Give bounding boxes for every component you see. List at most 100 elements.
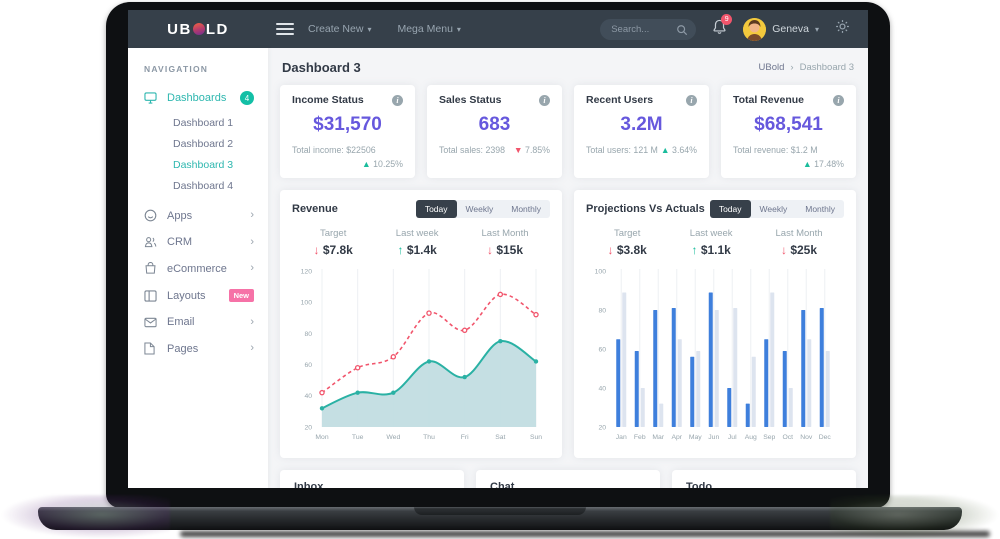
svg-text:60: 60 [304,362,312,369]
caret-down-icon: ▾ [367,25,372,34]
menu-toggle-icon[interactable] [276,20,294,38]
sidebar-item-apps[interactable]: Apps › [128,202,268,229]
breadcrumb-parent[interactable]: UBold [758,62,785,73]
users-icon [144,236,158,248]
stat-label: Last Month [481,228,529,239]
user-name: Geneva [772,23,809,35]
svg-text:Apr: Apr [671,434,682,441]
stat-value: $3.8k [616,243,647,257]
stat-label: Last week [689,228,733,239]
logo-text-prefix: UB [167,20,192,38]
sidebar-item-label: eCommerce [167,262,227,275]
trend-arrow-icon: ▲ [660,145,670,155]
stat-label: Last week [395,228,439,239]
monthly-button[interactable]: Monthly [502,200,550,218]
revenue-chart-card: Revenue Today Weekly Monthly Target ↓ $7.… [280,190,562,458]
sidebar-item-email[interactable]: Email › [128,309,268,335]
user-menu[interactable]: Geneva ▾ [743,17,819,41]
trend-value: 10.25% [373,159,403,170]
stat-value: $68,541 [754,114,823,135]
logo-o-icon [192,23,205,35]
svg-text:80: 80 [304,331,312,338]
card-title: Todo [686,481,713,488]
trend-value: 3.64% [672,145,697,155]
info-icon[interactable] [686,94,697,106]
svg-text:Wed: Wed [386,434,400,441]
info-icon[interactable] [539,94,550,106]
chart-title: Revenue [292,203,338,215]
sidebar-item-dashboard-1[interactable]: Dashboard 1 [173,116,234,129]
info-icon[interactable] [392,94,403,106]
sidebar-item-dashboard-4[interactable]: Dashboard 4 [173,179,234,192]
search-box [600,18,697,41]
sidebar-item-label: Dashboards [167,92,227,104]
dashboards-count-badge: 4 [240,91,254,105]
sidebar-item-dashboard-3[interactable]: Dashboard 3 [173,158,234,171]
trend-arrow-icon: ↓ [313,243,320,257]
sidebar-item-crm[interactable]: CRM › [128,229,268,255]
stat-value: $1.4k [406,243,437,257]
svg-text:Jul: Jul [728,434,737,441]
search-input[interactable] [600,18,697,40]
cart-icon [144,262,158,275]
svg-text:100: 100 [595,268,607,275]
logo[interactable]: UB LD [128,21,268,38]
info-icon[interactable] [833,94,844,106]
layout-icon [144,289,158,302]
trend-arrow-icon: ↓ [486,243,493,257]
sidebar-item-label: CRM [167,236,193,248]
sidebar-item-dashboards[interactable]: Dashboards 4 [128,84,268,112]
svg-text:Sep: Sep [763,434,775,441]
svg-text:Nov: Nov [800,434,813,441]
stat-title: Total Revenue [733,94,804,106]
settings-button[interactable] [835,19,850,39]
chat-card: Chat [476,470,660,488]
svg-text:Feb: Feb [634,434,646,441]
svg-text:Oct: Oct [782,434,793,441]
svg-text:Fri: Fri [461,434,469,441]
card-title: Inbox [294,481,324,488]
stat-title: Recent Users [586,94,654,106]
stat-card-users: Recent Users 3.2M Total users: 121 M▲ 3.… [574,85,709,178]
stat-label: Last Month [775,228,823,239]
stat-label: Target [319,228,347,239]
notifications-button[interactable]: 9 [712,13,733,40]
sidebar-item-layouts[interactable]: Layouts New [128,282,268,309]
mega-menu[interactable]: Mega Menu ▾ [397,23,460,35]
chevron-right-icon: › [250,235,254,248]
stat-value: $1.1k [700,243,731,257]
weekly-button[interactable]: Weekly [751,200,797,218]
stat-footer-text: Total sales: 2398 [439,145,506,155]
sidebar-item-dashboard-2[interactable]: Dashboard 2 [173,137,234,150]
laptop-base-notch [414,507,586,515]
laptop-shadow [180,531,990,537]
svg-text:Dec: Dec [819,434,832,441]
projections-bar-chart: Jan Feb Mar Apr May Jun Jul Aug Sep Oct Nov Dec 20 40… [586,261,844,443]
topbar-right: 9 Geneva ▾ [600,13,868,41]
monthly-button[interactable]: Monthly [796,200,844,218]
sidebar: NAVIGATION Dashboards 4 Dashboard 1 Dash… [128,48,268,488]
create-new-menu[interactable]: Create New ▾ [308,23,371,35]
sidebar-item-ecommerce[interactable]: eCommerce › [128,255,268,282]
sidebar-item-pages[interactable]: Pages › [128,335,268,362]
inbox-card: Inbox [280,470,464,488]
chart-stats: Target ↓ $7.8k Last week ↑ $1.4k Last Mont… [292,228,550,257]
weekly-button[interactable]: Weekly [457,200,503,218]
gear-icon [836,20,849,33]
breadcrumb-separator-icon: › [790,62,794,73]
stat-label: Target [613,228,641,239]
laptop-base [38,507,962,530]
svg-text:20: 20 [304,424,312,431]
range-button-group: Today Weekly Monthly [709,200,844,218]
stat-footer-text: Total users: 121 M [586,145,658,155]
trend-arrow-icon: ↑ [691,243,698,257]
logo-text-suffix: LD [205,20,229,38]
stat-footer-text: Total revenue: $1.2 M [733,145,818,155]
svg-text:40: 40 [598,385,606,392]
stat-value: $7.8k [322,243,353,257]
sidebar-item-label: Layouts [167,289,206,302]
search-icon[interactable] [676,23,688,41]
today-button[interactable]: Today [709,200,751,218]
today-button[interactable]: Today [415,200,457,218]
chevron-right-icon: › [250,315,254,328]
